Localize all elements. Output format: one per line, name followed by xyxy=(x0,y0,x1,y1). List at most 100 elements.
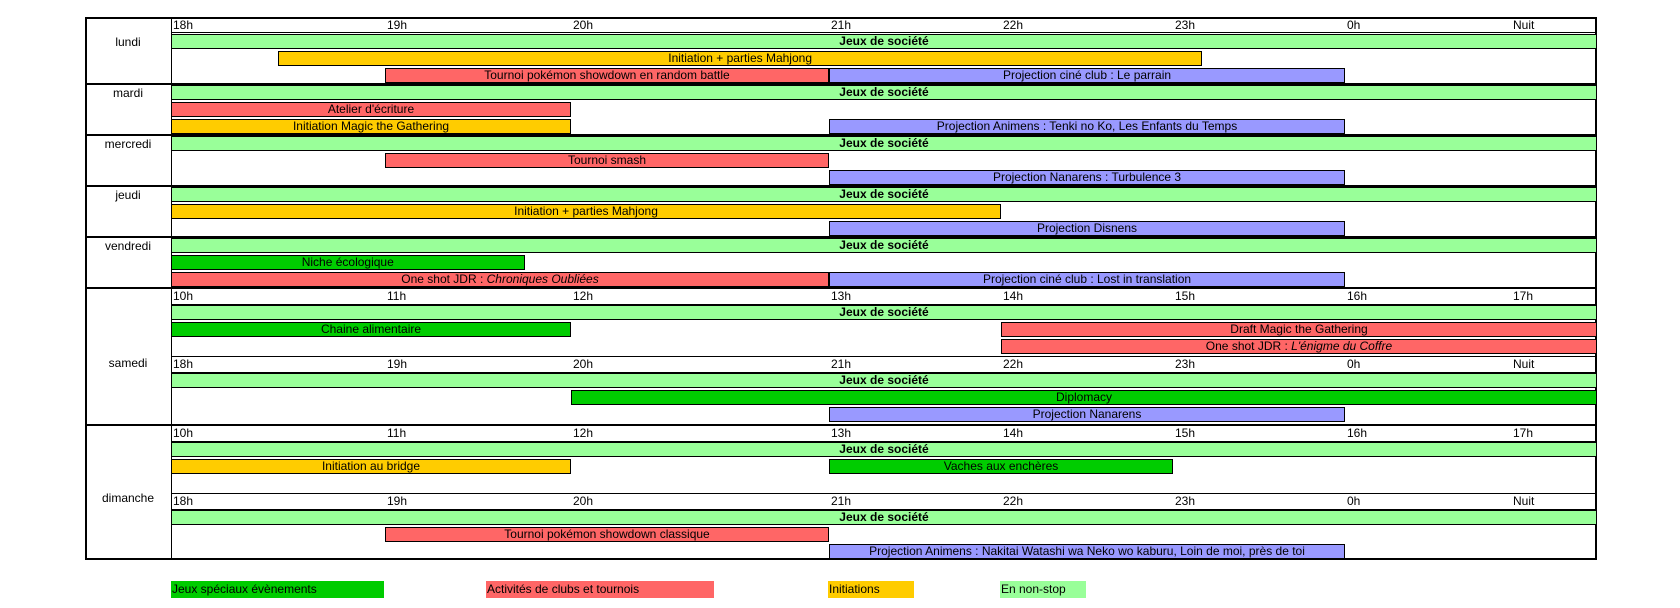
activity-label: Niche écologique xyxy=(301,255,394,269)
activity-bar[interactable]: Projection ciné club : Lost in translati… xyxy=(829,272,1345,287)
activity-bar[interactable]: Projection Animens : Nakitai Watashi wa … xyxy=(829,544,1345,559)
activity-bar[interactable]: Jeux de société xyxy=(171,187,1597,202)
time-tick: 23h xyxy=(1175,18,1196,32)
day-label: jeudi xyxy=(115,188,141,202)
activity-label: Jeux de société xyxy=(839,85,929,99)
time-tick: 10h xyxy=(173,289,194,303)
row-divider xyxy=(171,304,1597,305)
activity-bar[interactable]: Jeux de société xyxy=(171,238,1597,253)
row-divider xyxy=(171,372,1597,373)
activity-bar[interactable]: Vaches aux enchères xyxy=(829,459,1173,474)
activity-bar[interactable]: Projection Animens : Tenki no Ko, Les En… xyxy=(829,119,1345,134)
activity-label: Jeux de société xyxy=(839,442,929,456)
time-tick: 16h xyxy=(1347,289,1368,303)
activity-bar[interactable]: Diplomacy xyxy=(571,390,1597,405)
activity-label: Draft Magic the Gathering xyxy=(1230,322,1368,336)
activity-bar[interactable]: Jeux de société xyxy=(171,373,1597,388)
activity-bar[interactable]: Jeux de société xyxy=(171,305,1597,320)
legend-item: En non-stop xyxy=(1000,581,1086,598)
activity-bar[interactable]: One shot JDR : Chroniques Oubliées xyxy=(171,272,829,287)
day-label: samedi xyxy=(108,356,148,370)
time-tick: 0h xyxy=(1347,18,1361,32)
row-divider xyxy=(171,509,1597,510)
time-tick: 14h xyxy=(1003,426,1024,440)
activity-bar[interactable]: Initiation Magic the Gathering xyxy=(171,119,571,134)
activity-bar[interactable]: Chaine alimentaire xyxy=(171,322,571,337)
activity-label: Jeux de société xyxy=(839,373,929,387)
activity-label-italic: L'énigme du Coffre xyxy=(1291,339,1393,353)
time-tick: 18h xyxy=(173,18,194,32)
activity-bar[interactable]: Atelier d'écriture xyxy=(171,102,571,117)
activity-label: Tournoi pokémon showdown en random battl… xyxy=(484,68,730,82)
activity-label: Initiation + parties Mahjong xyxy=(514,204,658,218)
day-label: mardi xyxy=(112,86,143,100)
activity-label: Projection Nanarens : Turbulence 3 xyxy=(992,170,1182,184)
activity-label: Initiation au bridge xyxy=(321,459,421,473)
legend-item: Activités de clubs et tournois xyxy=(486,581,714,598)
activity-bar[interactable]: Projection Nanarens xyxy=(829,407,1345,422)
activity-bar[interactable]: Jeux de société xyxy=(171,510,1597,525)
activity-bar[interactable]: Initiation + parties Mahjong xyxy=(171,204,1001,219)
activity-label: Projection ciné club : Lost in translati… xyxy=(982,272,1192,286)
activity-label: Initiation + parties Mahjong xyxy=(668,51,812,65)
activity-label: Jeux de société xyxy=(839,34,929,48)
time-tick: 17h xyxy=(1513,289,1534,303)
activity-label: Jeux de société xyxy=(839,136,929,150)
activity-bar[interactable]: Tournoi smash xyxy=(385,153,829,168)
day-label: vendredi xyxy=(104,239,152,253)
activity-bar[interactable]: Jeux de société xyxy=(171,136,1597,151)
activity-bar[interactable]: One shot JDR : L'énigme du Coffre xyxy=(1001,339,1597,354)
activity-label: Projection Animens : Nakitai Watashi wa … xyxy=(869,544,1305,558)
time-tick: 21h xyxy=(831,357,852,371)
activity-label: Chaine alimentaire xyxy=(320,322,422,336)
activity-label: Jeux de société xyxy=(839,510,929,524)
time-tick: 22h xyxy=(1003,357,1024,371)
day-label: mercredi xyxy=(104,137,152,151)
time-tick: Nuit xyxy=(1513,357,1535,371)
activity-bar[interactable]: Tournoi pokémon showdown en random battl… xyxy=(385,68,829,83)
activity-label-italic: Chroniques Oubliées xyxy=(486,272,599,286)
activity-bar[interactable]: Jeux de société xyxy=(171,34,1597,49)
activity-bar[interactable]: Initiation au bridge xyxy=(171,459,571,474)
row-divider xyxy=(171,356,1597,357)
time-tick: 22h xyxy=(1003,494,1024,508)
row-divider xyxy=(171,32,1597,33)
activity-bar[interactable]: Initiation + parties Mahjong xyxy=(278,51,1203,66)
activity-bar[interactable]: Projection Nanarens : Turbulence 3 xyxy=(829,170,1345,185)
time-tick: 20h xyxy=(573,18,594,32)
time-tick: 11h xyxy=(387,289,407,303)
activity-label: One shot JDR : xyxy=(1205,339,1292,353)
time-tick: 23h xyxy=(1175,357,1196,371)
time-tick: 19h xyxy=(387,357,408,371)
activity-bar[interactable]: Projection Disnens xyxy=(829,221,1345,236)
row-divider xyxy=(85,185,1597,187)
time-tick: 20h xyxy=(573,357,594,371)
time-tick: 16h xyxy=(1347,426,1368,440)
row-divider xyxy=(85,236,1597,238)
time-tick: Nuit xyxy=(1513,18,1535,32)
activity-bar[interactable]: Draft Magic the Gathering xyxy=(1001,322,1597,337)
activity-bar[interactable]: Jeux de société xyxy=(171,442,1597,457)
day-label: lundi xyxy=(115,35,141,49)
activity-label: Vaches aux enchères xyxy=(943,459,1059,473)
time-tick: 11h xyxy=(387,426,407,440)
activity-bar[interactable]: Niche écologique xyxy=(171,255,525,270)
row-divider xyxy=(171,441,1597,442)
activity-bar[interactable]: Jeux de société xyxy=(171,85,1597,100)
row-divider xyxy=(171,493,1597,494)
activity-label: Initiation Magic the Gathering xyxy=(292,119,450,133)
time-tick: 13h xyxy=(831,426,852,440)
time-tick: 19h xyxy=(387,494,408,508)
activity-bar[interactable]: Projection ciné club : Le parrain xyxy=(829,68,1345,83)
activity-label: Diplomacy xyxy=(1055,390,1112,404)
row-divider xyxy=(85,287,1597,289)
activity-bar[interactable]: Tournoi pokémon showdown classique xyxy=(385,527,829,542)
time-tick: 21h xyxy=(831,18,852,32)
time-tick: 18h xyxy=(173,357,194,371)
time-tick: 17h xyxy=(1513,426,1534,440)
time-tick: 12h xyxy=(573,426,594,440)
activity-label: Projection ciné club : Le parrain xyxy=(1002,68,1172,82)
time-tick: 0h xyxy=(1347,357,1361,371)
time-tick: 20h xyxy=(573,494,594,508)
time-tick: 13h xyxy=(831,289,852,303)
